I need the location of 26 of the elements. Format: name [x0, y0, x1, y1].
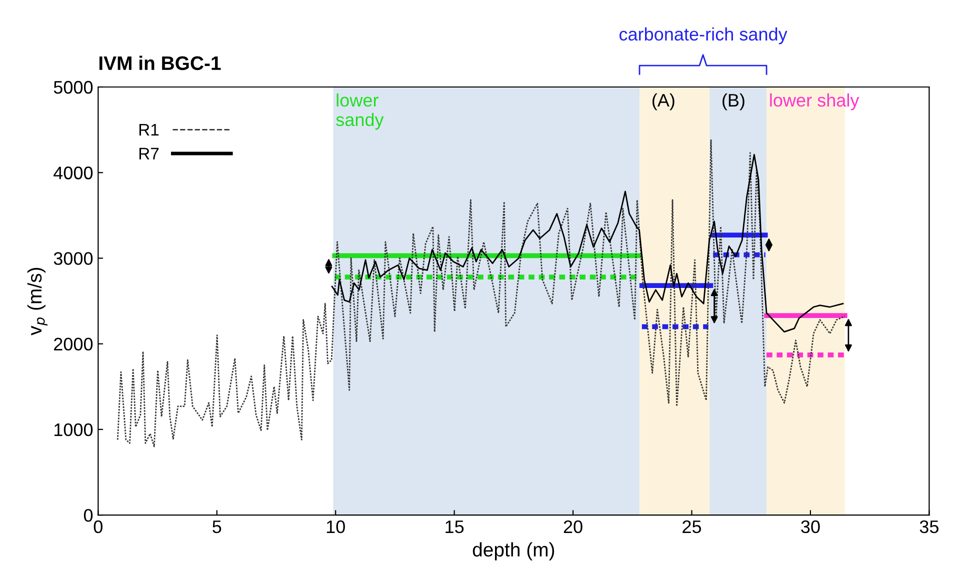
band-label: (A) [652, 93, 674, 110]
x-tick-label: 15 [446, 520, 464, 534]
y-tick-label: 0 [84, 508, 93, 522]
y-axis-title: v$_{p}$ (m/s) [27, 268, 48, 336]
x-tick-label: 0 [94, 520, 102, 534]
x-tick-label: 10 [326, 520, 345, 534]
y-tick-label: 4000 [54, 166, 93, 180]
y-tick-label: 3000 [54, 252, 93, 265]
line-series [331, 154, 844, 333]
legend-label: R1 [139, 124, 159, 136]
band-label: (B) [722, 93, 744, 110]
x-tick-label: 5 [212, 520, 222, 534]
band-label: lower sandy [336, 93, 384, 130]
legend-label: R7 [139, 148, 159, 160]
y-tick-label: 2000 [54, 338, 93, 351]
x-tick-label: 20 [564, 520, 582, 534]
y-tick-label: 5000 [54, 80, 93, 94]
x-axis-title: depth (m) [472, 542, 554, 560]
chart-title: IVM in BGC-1 [99, 56, 221, 70]
line-series [116, 139, 846, 448]
x-tick-label: 30 [801, 520, 820, 534]
x-tick-label: 25 [682, 520, 702, 534]
y-tick-label: 1000 [54, 423, 93, 436]
x-tick-label: 35 [920, 520, 938, 534]
text: carbonate-rich sandy [619, 27, 788, 44]
band-label: lower shaly [770, 93, 860, 110]
